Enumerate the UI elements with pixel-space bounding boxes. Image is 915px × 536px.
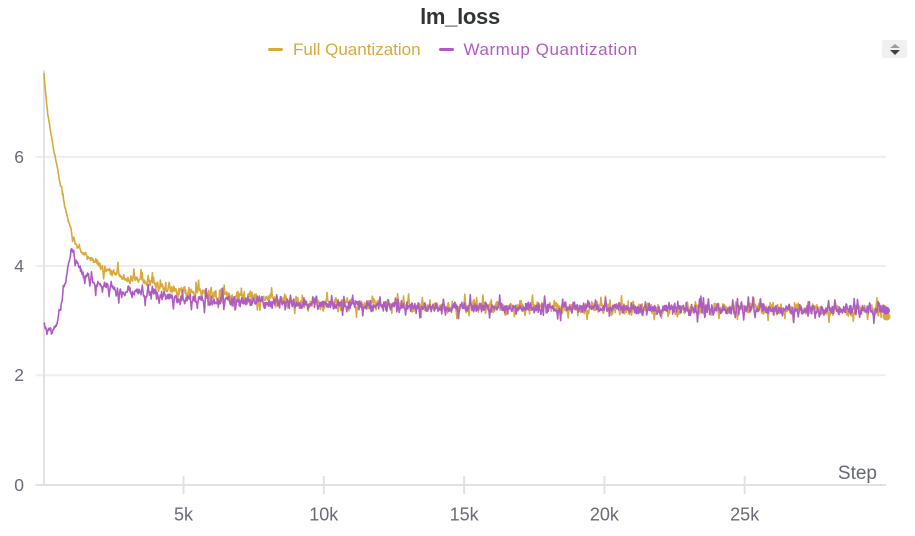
svg-text:15k: 15k <box>450 505 480 525</box>
svg-text:25k: 25k <box>730 505 760 525</box>
svg-text:0: 0 <box>14 475 24 495</box>
svg-text:20k: 20k <box>590 505 620 525</box>
svg-text:2: 2 <box>14 365 24 385</box>
svg-text:6: 6 <box>14 147 24 167</box>
svg-text:10k: 10k <box>309 505 339 525</box>
svg-text:Step: Step <box>838 463 877 484</box>
svg-text:5k: 5k <box>174 505 194 525</box>
svg-text:4: 4 <box>14 256 24 276</box>
